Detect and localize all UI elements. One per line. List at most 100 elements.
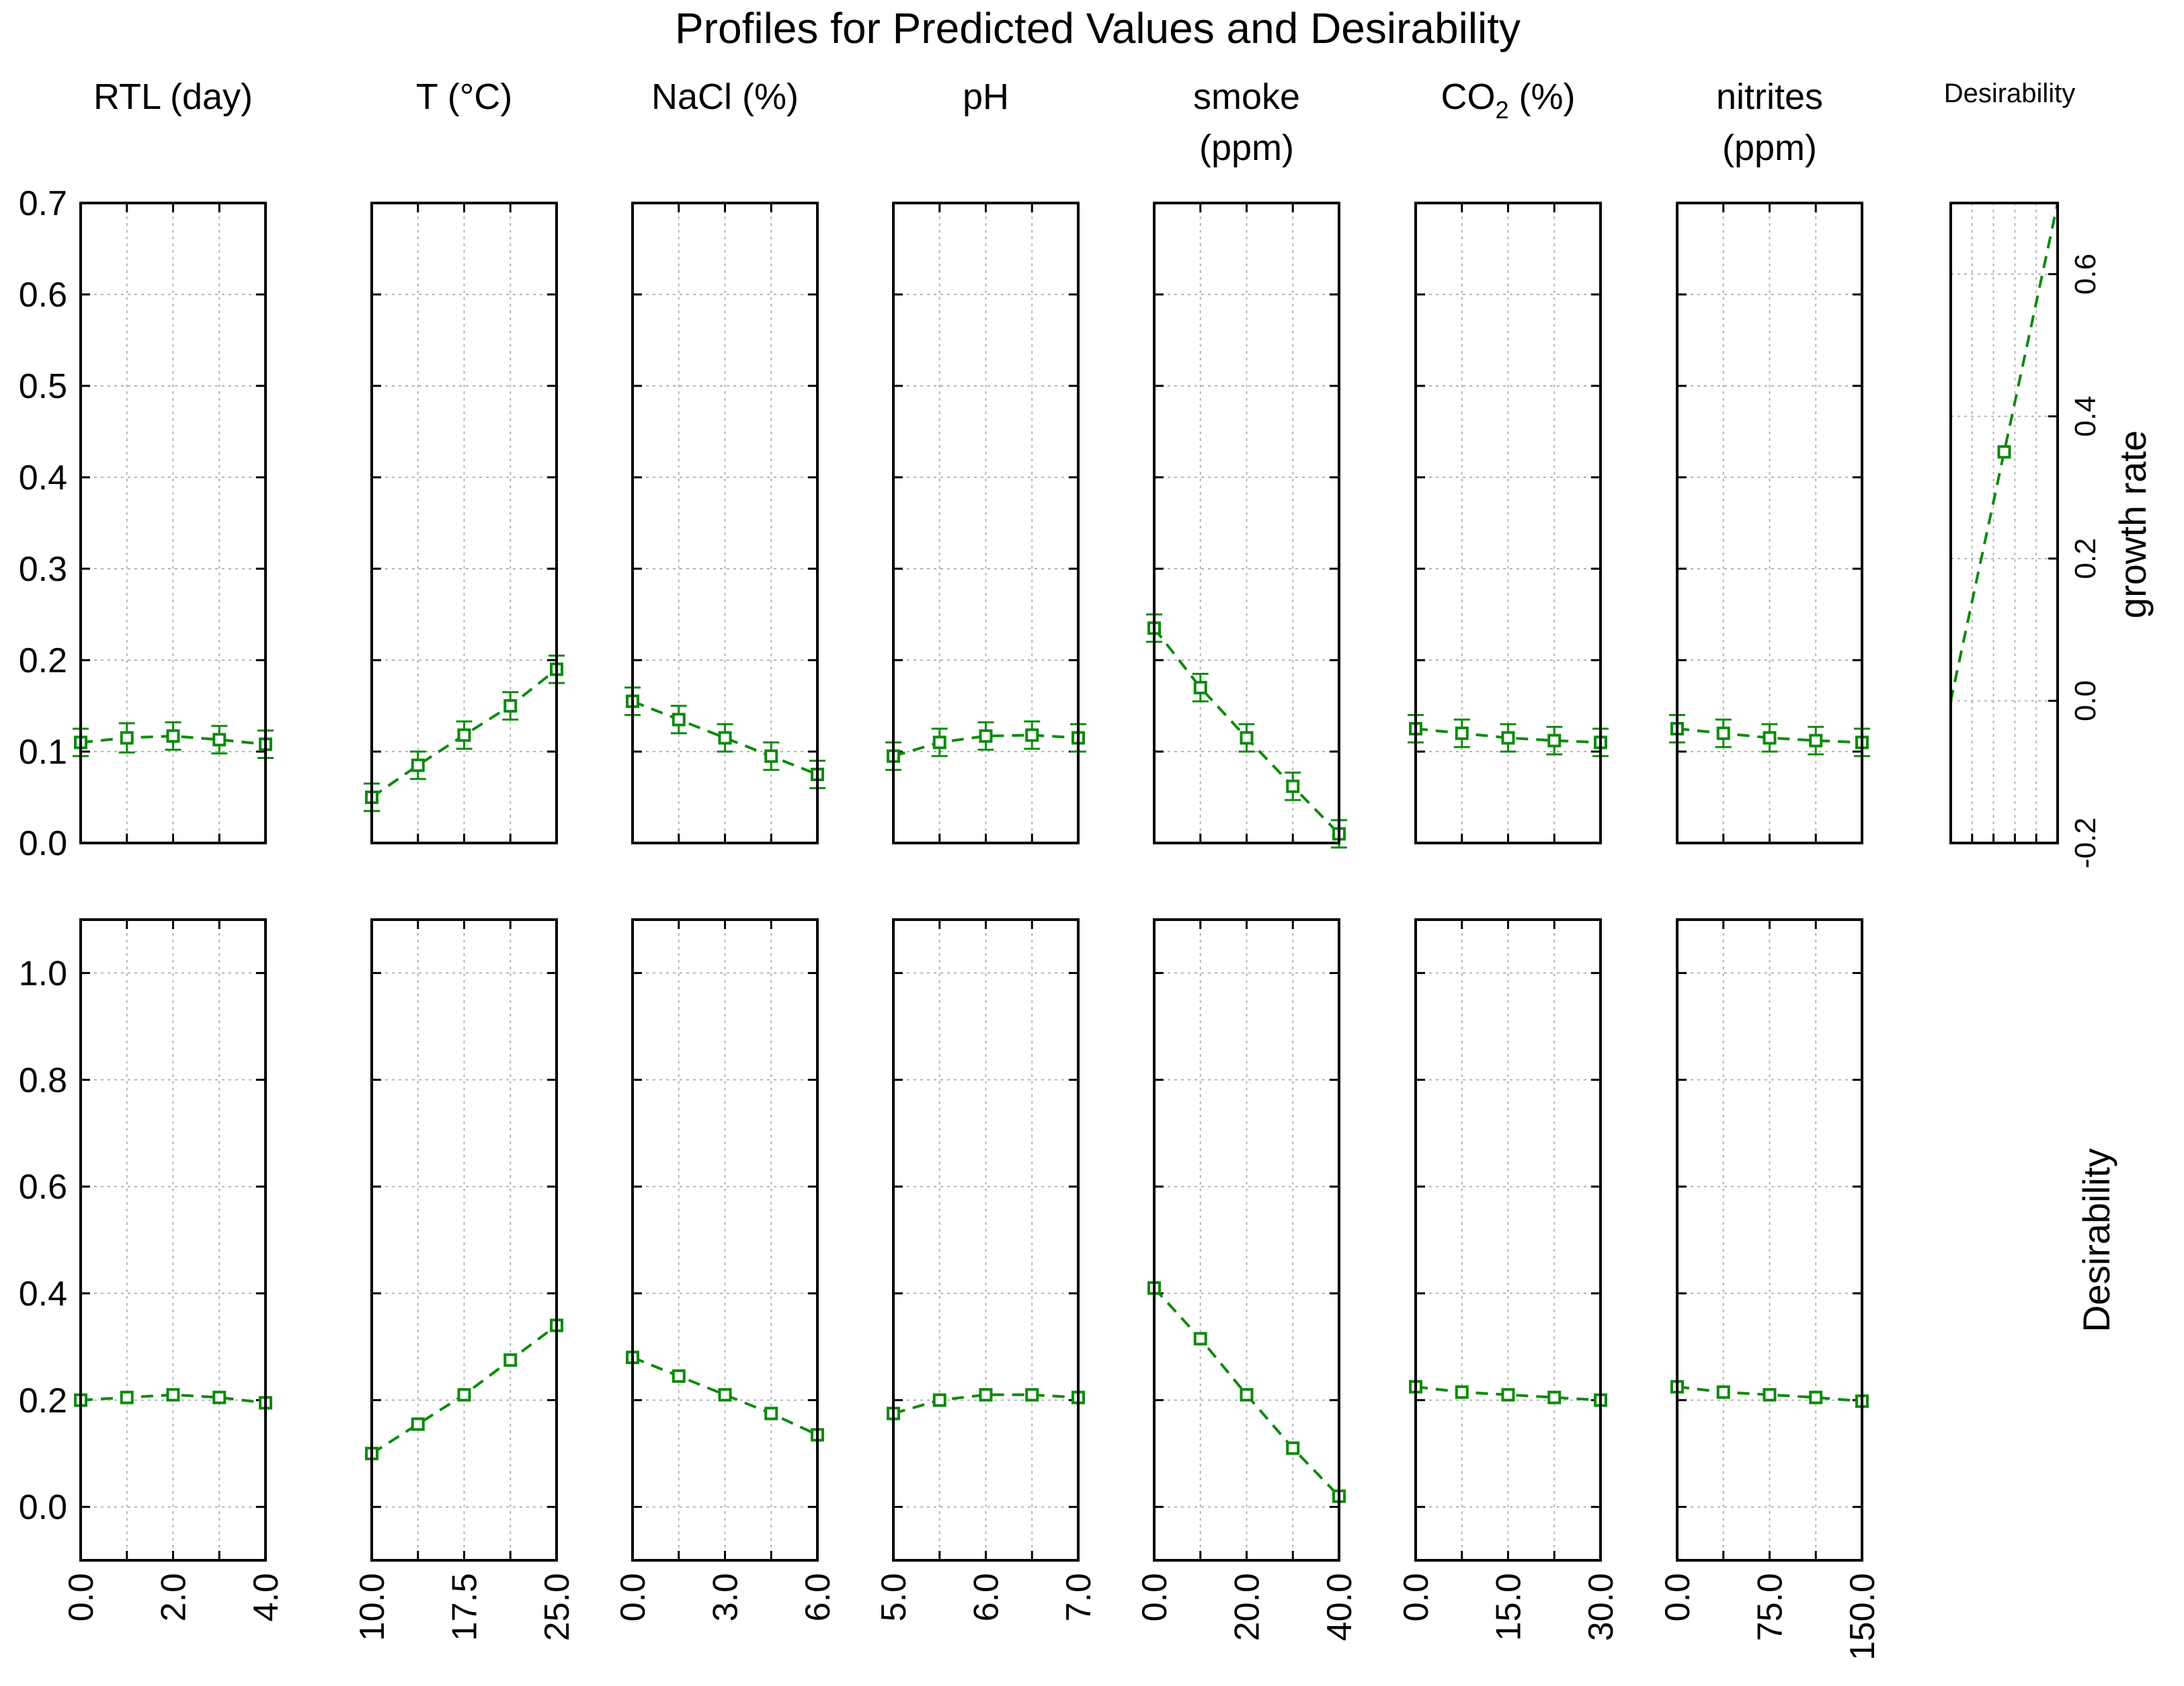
growth-y-tick-label: 0.6 [19,276,67,315]
growth-rate-point [1286,779,1300,793]
plot-layer: 0.0 0.1 0.2 0.3 0.4 0.5 0.6 0.7 0.0 0.2 0.4 0.6 0.8 1… [19,77,2154,1660]
factor-title-line: nitrites [1716,77,1823,117]
growth-rate-point [1716,726,1730,740]
growth-rate-panel-frame [631,202,819,844]
growth-rate-panel-frame [370,202,558,844]
growth-rate-point [212,733,227,747]
growth-rate-point [1547,733,1562,748]
x-tick-label: 3.0 [706,1573,745,1621]
factor-title: NaCl (%) [651,77,799,117]
x-tick-label: 40.0 [1320,1573,1359,1641]
growth-rate-panel-frame [1153,202,1340,844]
factor-title: T (°C) [416,77,513,117]
factor-title-line: (ppm) [1722,128,1817,168]
growth-rate-point [718,731,732,745]
growth-rate-point [979,729,993,743]
growth-rate-point [1763,731,1777,745]
desirability-y-tick-label: 1.0 [19,954,67,993]
desirability-panel-frame [892,918,1080,1562]
growth-rate-panel-frame [1676,202,1863,844]
desirability-panel-frame [1414,918,1602,1562]
desirability-series-line [1676,1385,1863,1403]
x-tick-label: 17.5 [446,1573,485,1641]
desirability-point [979,1388,993,1402]
growth-rate-axis-label: growth rate [2111,430,2154,618]
growth-y-tick-label: 0.3 [19,550,67,589]
desirability-point [1025,1388,1039,1402]
desirability-panel-frame [1676,918,1863,1562]
growth-y-tick-label: 0.2 [19,641,67,680]
growth-y-tick-label: 0.7 [19,184,67,223]
x-tick-label: 0.0 [1658,1573,1697,1621]
x-tick-label: 5.0 [875,1573,914,1621]
desirability-y-tick-label: 0.6 [19,1168,67,1207]
growth-rate-panel-frame [79,202,267,844]
desirability-point [411,1417,425,1431]
growth-rate-point [1455,726,1469,740]
desirability-series-line [632,1356,818,1437]
desirability-axis-label: Desirability [2075,1148,2117,1332]
x-tick-label: 75.0 [1751,1573,1790,1641]
x-tick-label: 25.0 [538,1573,577,1641]
x-tick-label: 0.0 [614,1573,653,1621]
desirability-point [672,1369,686,1383]
desirability-series-line [1415,1385,1601,1402]
desirability-function-tick-label: 0.2 [2069,538,2102,579]
desirability-point [1193,1332,1207,1346]
desirability-function-line [1949,202,2059,843]
growth-rate-point [503,699,518,713]
x-tick-label: 7.0 [1059,1573,1098,1621]
desirability-point [1763,1388,1777,1402]
growth-rate-point [764,749,778,763]
desirability-point [1240,1388,1254,1402]
desirability-y-tick-label: 0.0 [19,1488,67,1527]
desirability-y-tick-label: 0.2 [19,1381,67,1420]
desirability-point [718,1388,732,1402]
x-tick-label: 6.0 [967,1573,1006,1621]
growth-y-tick-label: 0.4 [19,458,67,497]
growth-rate-point [672,713,686,727]
growth-rate-point [1025,728,1039,742]
desirability-point [1716,1385,1730,1399]
growth-rate-point [1809,733,1823,748]
desirability-panel-frame [79,918,267,1562]
x-tick-label: 0.0 [1397,1573,1436,1621]
desirability-point [1809,1390,1823,1404]
chart-title: Profiles for Predicted Values and Desira… [675,4,1521,52]
growth-rate-point [932,735,946,750]
desirability-function-frame [1949,202,2059,844]
desirability-function-tick-label: 0.0 [2069,680,2102,721]
x-tick-label: 4.0 [247,1573,286,1621]
desirability-point [503,1353,518,1367]
desirability-function-tick-label: 0.6 [2069,253,2102,294]
desirability-point [212,1390,227,1404]
desirability-function-tick-label: 0.4 [2069,396,2102,437]
desirability-series-line [893,1393,1079,1415]
growth-y-tick-label: 0.1 [19,733,67,772]
desirability-point [1501,1388,1515,1402]
factor-title: pH [963,77,1009,117]
x-tick-label: 6.0 [799,1573,838,1621]
growth-rate-series-line [893,733,1079,758]
growth-rate-series-line [1676,727,1863,744]
desirability-point [120,1390,134,1404]
desirability-point [1455,1385,1469,1399]
factor-title-line: (ppm) [1199,128,1294,168]
factor-title: RTL (day) [93,77,253,117]
desirability-panel-frame [631,918,819,1562]
desirability-panel-frame [370,918,558,1562]
growth-rate-point [1193,680,1207,694]
desirability-function-point [1997,445,2011,459]
growth-rate-point [411,758,425,772]
x-tick-label: 15.0 [1490,1573,1529,1641]
x-tick-label: 2.0 [155,1573,194,1621]
growth-rate-point [1240,731,1254,745]
growth-rate-series-line [632,700,818,776]
x-tick-label: 10.0 [353,1573,392,1641]
growth-y-tick-label: 0.5 [19,367,67,406]
x-tick-label: 0.0 [62,1573,101,1621]
growth-rate-panel-frame [1414,202,1602,844]
desirability-point [932,1393,946,1407]
desirability-panel-frame [1153,918,1340,1562]
